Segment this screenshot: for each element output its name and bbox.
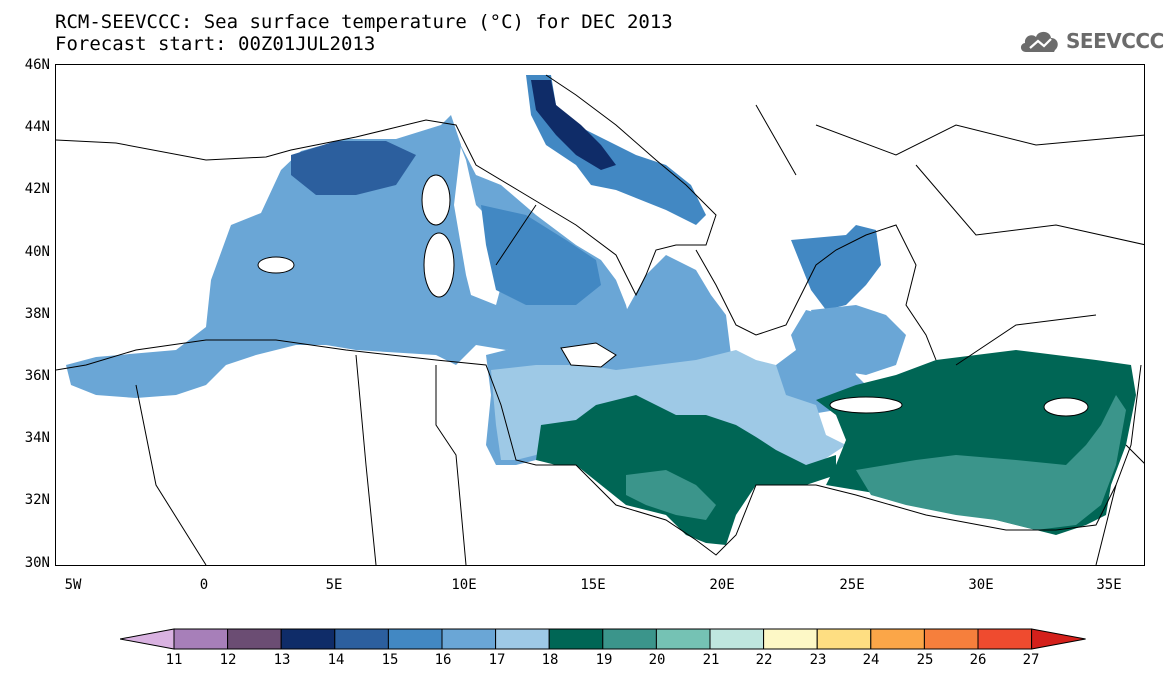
balearic-island (257, 256, 295, 274)
colorbar-swatch (387, 628, 443, 650)
colorbar-label: 25 (916, 652, 934, 668)
colorbar-label: 27 (1022, 652, 1040, 668)
logo-text: SEEVCCC (1066, 29, 1164, 53)
colorbar-swatch (280, 628, 336, 650)
southern-aegean-17 (811, 305, 906, 375)
colorbar-min-arrow (119, 628, 175, 650)
sst-map (55, 64, 1145, 566)
colorbar-swatch (763, 628, 818, 650)
country-borders (135, 104, 1144, 565)
colorbar-swatch (173, 628, 229, 650)
lat-label: 34N (24, 430, 50, 446)
colorbar-label: 13 (273, 652, 291, 668)
colorbar-label: 17 (488, 652, 506, 668)
colorbar-swatch (709, 628, 765, 650)
colorbar-label: 11 (165, 652, 183, 668)
cloud-icon (1020, 31, 1058, 52)
gulf-of-lion-15 (291, 141, 416, 195)
colorbar-swatch (548, 628, 604, 650)
western-basin-16 (66, 115, 631, 398)
lon-label: 35E (1096, 577, 1122, 593)
colorbar-label: 23 (809, 652, 827, 668)
northern-aegean-15 (791, 225, 881, 310)
colorbar (119, 626, 1090, 656)
map-title-line1: RCM-SEEVCCC: Sea surface temperature (°C… (55, 11, 673, 33)
lat-label: 46N (24, 57, 50, 73)
colorbar-swatch (977, 628, 1033, 650)
northern-adriatic-14 (531, 80, 616, 170)
lat-label: 30N (24, 555, 50, 571)
colorbar-label: 15 (381, 652, 399, 668)
colorbar-swatch (227, 628, 282, 650)
lat-label: 38N (24, 306, 50, 322)
corsica-island (421, 174, 451, 226)
colorbar-swatch (816, 628, 872, 650)
colorbar-swatch (923, 628, 979, 650)
lat-label: 36N (24, 368, 50, 384)
colorbar-swatch (870, 628, 925, 650)
lon-label: 5E (325, 577, 343, 593)
colorbar-label: 16 (434, 652, 452, 668)
lon-label: 10E (451, 577, 477, 593)
balkan-coast (695, 224, 937, 361)
colorbar-label: 20 (648, 652, 666, 668)
colorbar-scale (119, 628, 1086, 650)
lon-label: 0 (199, 577, 209, 593)
lat-label: 44N (24, 119, 50, 135)
colorbar-label: 12 (219, 652, 237, 668)
colorbar-swatch (602, 628, 657, 650)
cyprus-island (1043, 397, 1089, 417)
lon-label: 5W (64, 577, 82, 593)
lat-label: 42N (24, 181, 50, 197)
seevccc-logo: SEEVCCC (1018, 28, 1164, 54)
sicily-island (560, 342, 617, 368)
colorbar-label: 22 (755, 652, 773, 668)
colorbar-label: 19 (595, 652, 613, 668)
colorbar-label: 21 (702, 652, 720, 668)
lon-label: 20E (709, 577, 735, 593)
colorbar-swatch (495, 628, 550, 650)
colorbar-swatch (655, 628, 711, 650)
colorbar-label: 18 (541, 652, 559, 668)
map-title-line2: Forecast start: 00Z01JUL2013 (55, 33, 376, 55)
north-african-coast (56, 339, 1142, 556)
colorbar-label: 14 (327, 652, 345, 668)
lat-label: 32N (24, 492, 50, 508)
tyrrhenian-15 (481, 205, 601, 305)
colorbar-label: 26 (969, 652, 987, 668)
colorbar-label: 24 (862, 652, 880, 668)
colorbar-swatch (441, 628, 497, 650)
colorbar-swatch (334, 628, 389, 650)
gulf-of-sidra-19 (536, 395, 836, 545)
colorbar-max-arrow (1031, 628, 1086, 650)
european-coast (56, 74, 717, 297)
lat-label: 40N (24, 244, 50, 260)
sidra-shelf-20 (626, 470, 716, 520)
sea-surface-temperature-field (56, 74, 1144, 565)
lon-label: 15E (580, 577, 606, 593)
crete-island (829, 396, 903, 414)
levantine-south-20 (856, 395, 1126, 530)
lon-label: 30E (968, 577, 994, 593)
lon-label: 25E (839, 577, 865, 593)
adriatic-sea-15 (526, 75, 706, 225)
sardinia-island (423, 232, 455, 298)
